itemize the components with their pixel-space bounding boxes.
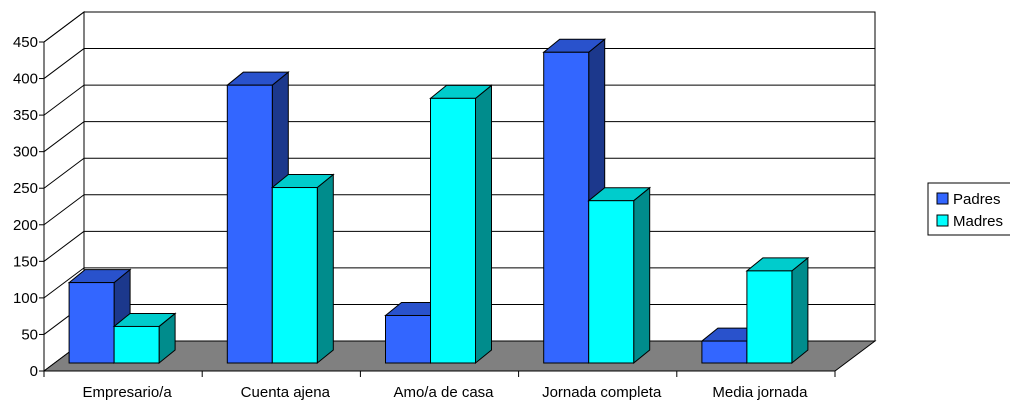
x-tick-label: Jornada completa xyxy=(542,384,662,401)
bar-front xyxy=(68,282,115,364)
bar-front xyxy=(701,340,748,364)
y-tick-label: 350 xyxy=(13,107,38,124)
x-axis-labels: Empresario/a Cuenta ajena Amo/a de casa Jor… xyxy=(82,384,808,401)
legend-swatch xyxy=(936,214,949,227)
bar-front xyxy=(385,314,431,364)
bars xyxy=(67,38,810,365)
bar-front xyxy=(113,325,160,364)
x-tick-label: Amo/a de casa xyxy=(393,384,494,401)
y-tick-label: 250 xyxy=(13,180,38,197)
legend-label: Madres xyxy=(953,213,1003,230)
y-tick-label: 100 xyxy=(13,290,38,307)
legend: Padres Madres xyxy=(927,182,1010,236)
gridline-side xyxy=(43,84,85,116)
bar-front xyxy=(226,84,273,364)
bar-front xyxy=(430,97,476,364)
bar-side xyxy=(475,84,492,365)
bar xyxy=(112,312,177,365)
bar-front xyxy=(746,270,793,364)
x-tick-label: Cuenta ajena xyxy=(241,384,331,401)
y-tick-label: 0 xyxy=(30,363,38,380)
gridline-side xyxy=(43,121,85,153)
y-tick-label: 50 xyxy=(21,326,38,343)
x-tick-label: Empresario/a xyxy=(82,384,172,401)
axes xyxy=(43,42,836,377)
y-tick-label: 450 xyxy=(13,34,38,51)
bar-side xyxy=(791,256,809,365)
bar-front xyxy=(271,187,318,364)
bar-front xyxy=(543,51,590,364)
bar-side xyxy=(316,173,334,365)
gridline-side xyxy=(43,11,85,43)
bar xyxy=(745,256,810,365)
gridline-side xyxy=(43,267,85,299)
bar xyxy=(270,173,335,365)
y-tick-label: 200 xyxy=(13,217,38,234)
gridline-side xyxy=(43,157,85,189)
y-tick-label: 400 xyxy=(13,71,38,88)
bar xyxy=(429,84,493,365)
y-axis-ticks: 0 50 100 150 200 250 300 350 400 450 xyxy=(13,34,44,380)
gridline-side xyxy=(43,48,85,79)
legend-swatch xyxy=(936,192,949,205)
bar xyxy=(67,268,132,365)
y-tick-label: 150 xyxy=(13,253,38,270)
gridline-side xyxy=(43,194,85,226)
bar xyxy=(587,186,652,365)
y-tick-label: 300 xyxy=(13,144,38,161)
legend-label: Padres xyxy=(953,191,1001,208)
bar-side xyxy=(633,186,651,365)
x-tick-label: Media jornada xyxy=(712,384,808,401)
gridline-side xyxy=(43,230,85,262)
bar-front xyxy=(588,200,635,364)
